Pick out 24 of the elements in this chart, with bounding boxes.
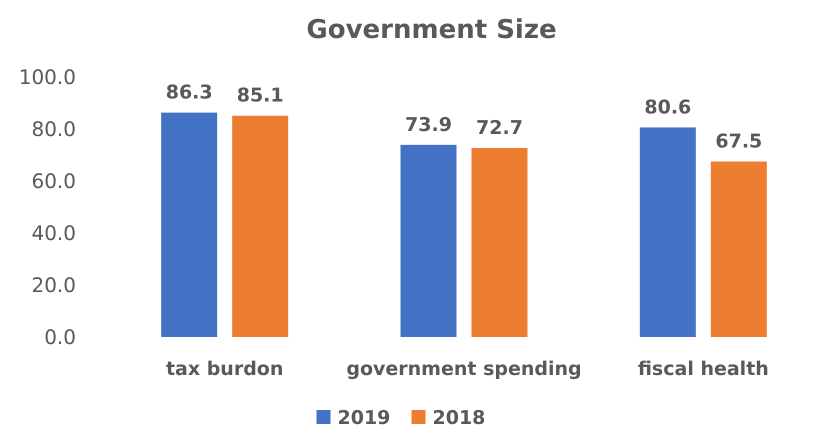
bar xyxy=(161,112,218,337)
legend-label: 2019 xyxy=(338,407,390,429)
legend-label: 2018 xyxy=(432,407,486,429)
bar xyxy=(640,127,696,337)
x-tick-label: tax burdon xyxy=(166,358,284,380)
data-label: 72.7 xyxy=(476,116,523,139)
data-label: 67.5 xyxy=(715,130,762,152)
data-label: 73.9 xyxy=(405,114,452,136)
y-tick-label: 60.0 xyxy=(31,169,76,193)
y-tick-label: 80.0 xyxy=(31,117,76,141)
x-tick-label: government spending xyxy=(346,358,582,380)
x-tick-label: fiscal health xyxy=(638,358,769,380)
data-label: 86.3 xyxy=(166,82,213,104)
y-tick-label: 40.0 xyxy=(31,221,76,245)
bar xyxy=(232,116,288,337)
bar xyxy=(710,162,767,337)
bar xyxy=(400,144,456,337)
data-label: 80.6 xyxy=(644,96,692,118)
y-tick-label: 100.0 xyxy=(18,65,76,89)
y-tick-label: 20.0 xyxy=(31,273,76,297)
data-label: 85.1 xyxy=(236,84,284,107)
bar xyxy=(472,148,528,337)
y-tick-label: 0.0 xyxy=(44,325,76,349)
chart-title: Government Size xyxy=(306,15,557,45)
